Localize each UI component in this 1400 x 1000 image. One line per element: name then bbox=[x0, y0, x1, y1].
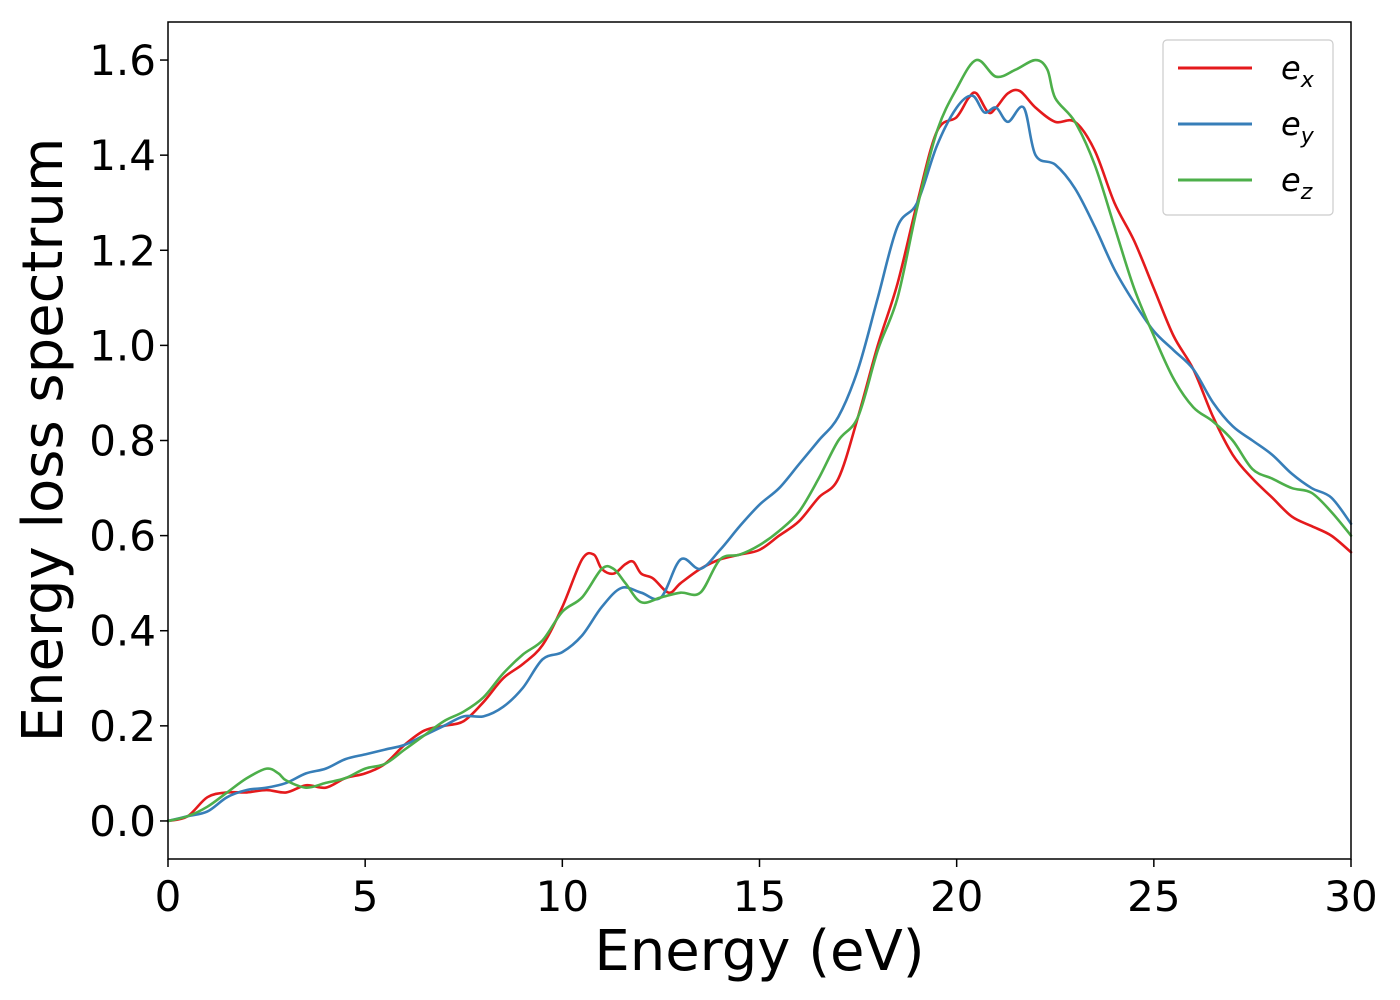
y-tick-label: 1.6 bbox=[89, 36, 156, 85]
y-axis-label: Energy loss spectrum bbox=[11, 138, 76, 743]
y-tick-label: 0.0 bbox=[89, 797, 156, 846]
y-tick-label: 0.2 bbox=[89, 702, 156, 751]
series-layer bbox=[166, 58, 1353, 823]
x-tick-label: 25 bbox=[1127, 872, 1180, 921]
x-tick-label: 20 bbox=[930, 872, 983, 921]
legend: ex ey ez bbox=[1162, 39, 1334, 216]
legend-box bbox=[1162, 39, 1334, 216]
y-tick-label: 1.2 bbox=[89, 226, 156, 275]
y-axis-ticks: 0.0 0.2 0.4 0.6 0.8 1.0 1.2 1.4 1.6 bbox=[89, 36, 168, 846]
y-tick-label: 0.6 bbox=[89, 512, 156, 561]
y-tick-label: 1.0 bbox=[89, 321, 156, 370]
legend-label-z: ez bbox=[1281, 161, 1313, 205]
y-tick-label: 0.8 bbox=[89, 417, 156, 466]
x-tick-label: 0 bbox=[155, 872, 182, 921]
series-line-z bbox=[166, 58, 1353, 823]
x-axis-label: Energy (eV) bbox=[594, 919, 924, 984]
x-tick-label: 30 bbox=[1324, 872, 1377, 921]
x-tick-label: 15 bbox=[733, 872, 786, 921]
x-tick-label: 5 bbox=[352, 872, 379, 921]
y-tick-label: 0.4 bbox=[89, 607, 156, 656]
legend-label-x: ex bbox=[1281, 49, 1315, 93]
legend-label-y: ey bbox=[1281, 105, 1315, 149]
x-axis-ticks: 0 5 10 15 20 25 30 bbox=[155, 859, 1378, 921]
y-tick-label: 1.4 bbox=[89, 131, 156, 180]
x-tick-label: 10 bbox=[536, 872, 589, 921]
